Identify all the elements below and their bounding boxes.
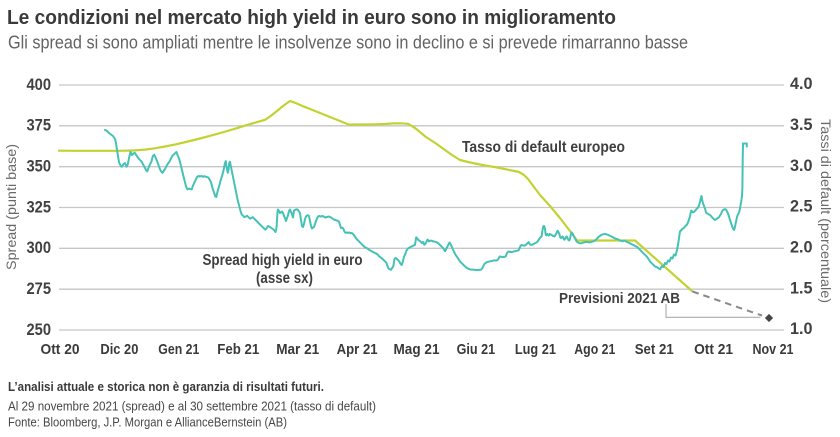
svg-text:(asse sx): (asse sx) xyxy=(256,270,313,287)
svg-text:Fonte: Bloomberg, J.P. Morgan: Fonte: Bloomberg, J.P. Morgan e Alliance… xyxy=(8,415,287,430)
svg-text:1.0: 1.0 xyxy=(790,320,813,338)
svg-text:375: 375 xyxy=(27,117,52,135)
svg-text:Spread high yield in euro: Spread high yield in euro xyxy=(203,252,363,269)
svg-text:Dic 20: Dic 20 xyxy=(100,341,138,358)
svg-text:Set 21: Set 21 xyxy=(635,341,674,358)
svg-text:250: 250 xyxy=(27,321,52,339)
svg-text:400: 400 xyxy=(27,76,52,94)
svg-text:2.5: 2.5 xyxy=(790,198,813,216)
svg-text:Le condizioni nel mercato high: Le condizioni nel mercato high yield in … xyxy=(7,6,616,29)
svg-text:Gli spread si sono ampliati me: Gli spread si sono ampliati mentre le in… xyxy=(8,32,688,53)
svg-text:1.5: 1.5 xyxy=(790,279,813,297)
svg-text:3.5: 3.5 xyxy=(790,116,813,134)
svg-text:3.0: 3.0 xyxy=(790,157,813,175)
svg-text:Ott 20: Ott 20 xyxy=(41,341,80,358)
svg-text:Tasso di default europeo: Tasso di default europeo xyxy=(462,139,625,156)
svg-text:L’analisi attuale e storica no: L’analisi attuale e storica non è garanz… xyxy=(8,379,324,394)
svg-text:Al 29 novembre 2021 (spread) e: Al 29 novembre 2021 (spread) e al 30 set… xyxy=(8,399,376,414)
svg-text:Mag 21: Mag 21 xyxy=(394,341,440,358)
svg-text:Ott 21: Ott 21 xyxy=(694,341,733,358)
svg-text:Feb 21: Feb 21 xyxy=(217,341,259,358)
svg-text:Nov 21: Nov 21 xyxy=(753,341,794,358)
svg-text:Apr 21: Apr 21 xyxy=(337,341,378,358)
svg-text:Previsioni 2021 AB: Previsioni 2021 AB xyxy=(559,290,680,307)
svg-text:275: 275 xyxy=(27,280,52,298)
svg-text:2.0: 2.0 xyxy=(790,239,813,257)
svg-text:Lug 21: Lug 21 xyxy=(515,341,556,358)
svg-text:Gen 21: Gen 21 xyxy=(158,341,199,358)
svg-text:Spread (punti base): Spread (punti base) xyxy=(4,144,19,270)
svg-text:Giu 21: Giu 21 xyxy=(457,341,496,358)
svg-text:325: 325 xyxy=(27,198,52,216)
svg-text:300: 300 xyxy=(27,239,52,257)
svg-text:Tassi di default (percentuale): Tassi di default (percentuale) xyxy=(818,119,833,303)
svg-text:350: 350 xyxy=(27,157,52,175)
svg-text:Mar 21: Mar 21 xyxy=(276,341,319,358)
svg-text:Ago 21: Ago 21 xyxy=(574,341,615,358)
svg-text:4.0: 4.0 xyxy=(790,75,813,93)
